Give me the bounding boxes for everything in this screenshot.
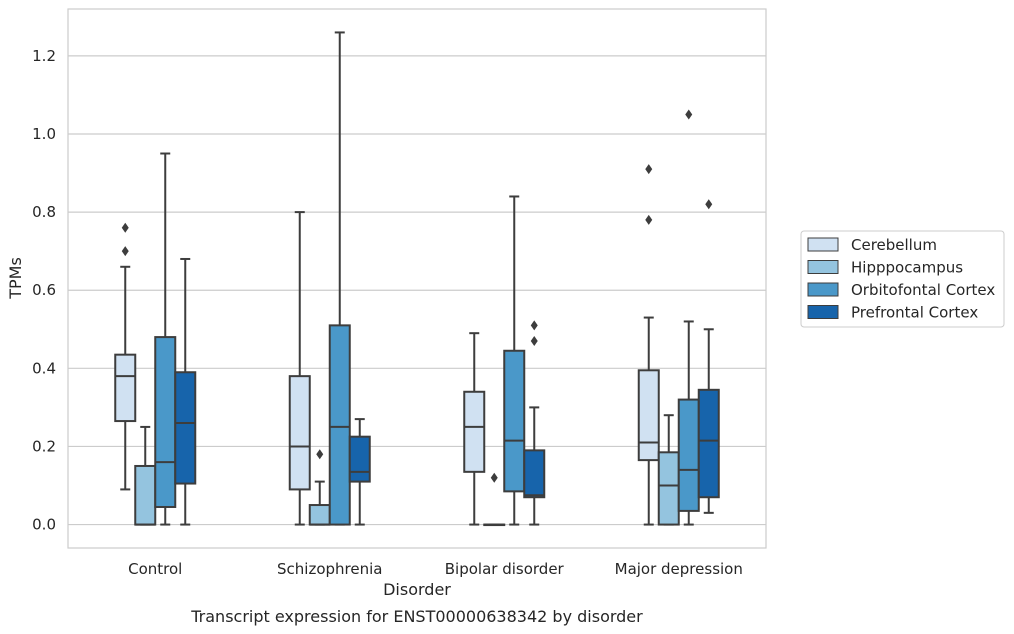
box-group bbox=[463, 332, 486, 526]
box bbox=[308, 504, 331, 526]
box-group bbox=[657, 414, 680, 526]
outlier-point bbox=[121, 246, 129, 257]
box bbox=[174, 371, 197, 485]
legend-label: Cerebellum bbox=[851, 236, 937, 254]
y-tick-labels: 0.0 0.2 0.4 0.6 0.8 1.0 1.2 bbox=[32, 47, 56, 534]
legend-swatch bbox=[807, 237, 839, 252]
y-tick-label: 0.8 bbox=[32, 203, 56, 221]
box-group bbox=[114, 222, 137, 491]
box-group bbox=[174, 257, 197, 526]
box bbox=[657, 451, 680, 526]
box bbox=[503, 349, 526, 493]
legend-swatch bbox=[807, 260, 839, 274]
box-group bbox=[503, 195, 526, 526]
legend-label: Hipppocampus bbox=[851, 259, 963, 277]
box-group bbox=[697, 199, 720, 514]
outlier-point bbox=[316, 449, 324, 460]
box-group bbox=[483, 472, 506, 527]
x-tick-label: Bipolar disorder bbox=[445, 560, 565, 578]
chart-caption: Transcript expression for ENST0000063834… bbox=[190, 607, 643, 626]
legend-swatch bbox=[807, 282, 839, 297]
box bbox=[134, 464, 157, 526]
box-group bbox=[288, 211, 311, 526]
box bbox=[523, 449, 546, 499]
box bbox=[288, 375, 311, 491]
box bbox=[677, 398, 700, 512]
y-axis-label: TPMs bbox=[6, 257, 25, 300]
box-group bbox=[308, 449, 331, 526]
y-tick-label: 1.2 bbox=[32, 47, 56, 65]
legend-swatch bbox=[807, 305, 839, 319]
outlier-point bbox=[530, 320, 538, 331]
box bbox=[348, 435, 371, 483]
outlier-point bbox=[645, 164, 653, 175]
y-tick-label: 0.6 bbox=[32, 281, 56, 299]
box-group bbox=[328, 31, 351, 526]
legend-frame bbox=[800, 230, 1005, 328]
outlier-point bbox=[490, 472, 498, 483]
legend: Cerebellum Hipppocampus Orbitofontal Corte… bbox=[800, 230, 1005, 328]
y-tick-label: 0.2 bbox=[32, 437, 56, 455]
outlier-point bbox=[705, 199, 713, 210]
x-tick-label: Major depression bbox=[615, 560, 743, 578]
y-tick-label: 0.4 bbox=[32, 359, 56, 377]
plot-frame bbox=[67, 8, 767, 549]
x-tick-label: Schizophrenia bbox=[277, 560, 382, 578]
box bbox=[328, 324, 351, 526]
box bbox=[114, 353, 137, 423]
box-group bbox=[677, 109, 700, 526]
outlier-point bbox=[121, 222, 129, 233]
box bbox=[463, 390, 486, 473]
legend-label: Prefrontal Cortex bbox=[851, 304, 978, 322]
box-group bbox=[523, 320, 546, 526]
x-tick-label: Control bbox=[128, 560, 182, 578]
box bbox=[637, 369, 660, 462]
boxes-layer bbox=[114, 31, 720, 527]
box-group bbox=[348, 418, 371, 526]
y-tick-label: 1.0 bbox=[32, 125, 56, 143]
legend-label: Orbitofontal Cortex bbox=[851, 281, 995, 299]
box bbox=[697, 388, 720, 499]
outlier-point bbox=[530, 335, 538, 346]
x-tick-labels: Control Schizophrenia Bipolar disorder Majo… bbox=[128, 560, 743, 578]
box-group bbox=[637, 164, 660, 526]
outlier-point bbox=[685, 109, 693, 120]
outlier-point bbox=[645, 214, 653, 225]
x-axis-label: Disorder bbox=[383, 580, 451, 599]
box bbox=[154, 336, 177, 508]
y-tick-label: 0.0 bbox=[32, 516, 56, 534]
